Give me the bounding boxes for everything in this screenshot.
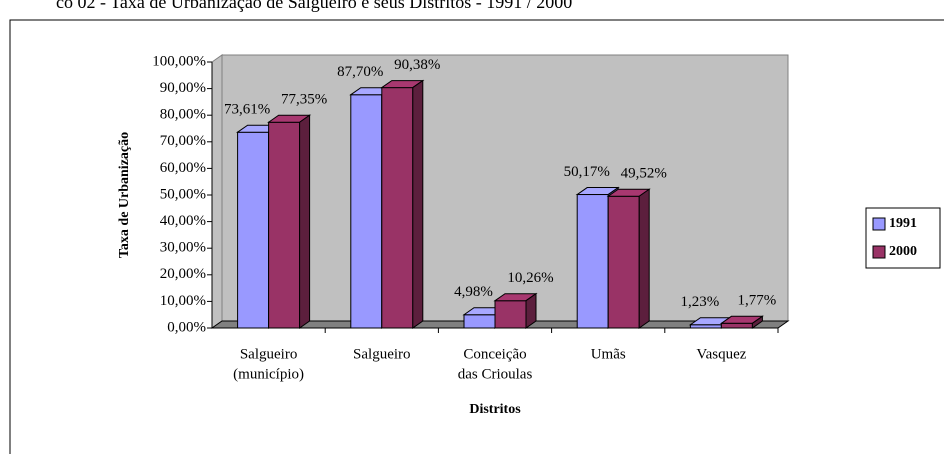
- data-label: 87,70%: [337, 64, 383, 80]
- y-tick-label: 0,00%: [167, 319, 206, 335]
- legend-label: 2000: [889, 244, 917, 259]
- data-label: 1,23%: [681, 294, 720, 310]
- y-tick-label: 90,00%: [160, 80, 206, 96]
- x-tick-label: Salgueiro: [353, 346, 411, 362]
- chart-title: co 02 - Taxa de Urbanização de Salgueiro…: [56, 0, 572, 12]
- x-tick-label: Vasquez: [696, 346, 746, 362]
- bar-front: [237, 131, 270, 329]
- bar-front: [494, 300, 527, 329]
- legend-swatch: [872, 217, 886, 231]
- legend-label: 1991: [889, 216, 917, 231]
- side-wall: [211, 54, 223, 329]
- bar-front: [576, 194, 609, 329]
- y-tick-label: 80,00%: [160, 107, 206, 123]
- y-tick-label: 10,00%: [160, 293, 206, 309]
- x-tick-label: (município): [233, 366, 304, 382]
- bar-front: [350, 94, 383, 329]
- bar-front: [463, 314, 496, 329]
- x-tick-label: Salgueiro: [240, 346, 298, 362]
- data-label: 49,52%: [621, 166, 667, 182]
- y-tick-label: 60,00%: [160, 160, 206, 176]
- x-tick-label: Conceição: [463, 346, 526, 362]
- y-tick-label: 30,00%: [160, 240, 206, 256]
- x-tick-label: das Crioulas: [458, 366, 533, 382]
- data-label: 90,38%: [394, 57, 440, 73]
- bar-side: [751, 315, 763, 329]
- x-tick-label: Umãs: [591, 346, 626, 362]
- data-label: 4,98%: [454, 284, 493, 300]
- bar-side: [525, 292, 537, 329]
- y-tick-label: 20,00%: [160, 266, 206, 282]
- data-label: 73,61%: [224, 102, 270, 118]
- bar-side: [299, 114, 311, 329]
- y-axis-label: Taxa de Urbanização: [117, 132, 132, 258]
- bar-front: [381, 87, 414, 329]
- chart-frame: [9, 19, 944, 454]
- bar-front: [607, 195, 640, 329]
- data-label: 77,35%: [281, 92, 327, 108]
- data-label: 50,17%: [564, 164, 610, 180]
- y-tick-label: 100,00%: [152, 53, 206, 69]
- x-axis-label: Distritos: [469, 402, 521, 417]
- data-label: 10,26%: [507, 270, 553, 286]
- bar-front: [720, 322, 753, 329]
- y-tick-label: 50,00%: [160, 186, 206, 202]
- bar-side: [412, 79, 424, 329]
- bar-side: [638, 188, 650, 329]
- legend-swatch: [872, 245, 886, 259]
- y-tick-label: 40,00%: [160, 213, 206, 229]
- bar-front: [268, 121, 301, 329]
- data-label: 1,77%: [738, 293, 777, 309]
- y-tick-label: 70,00%: [160, 133, 206, 149]
